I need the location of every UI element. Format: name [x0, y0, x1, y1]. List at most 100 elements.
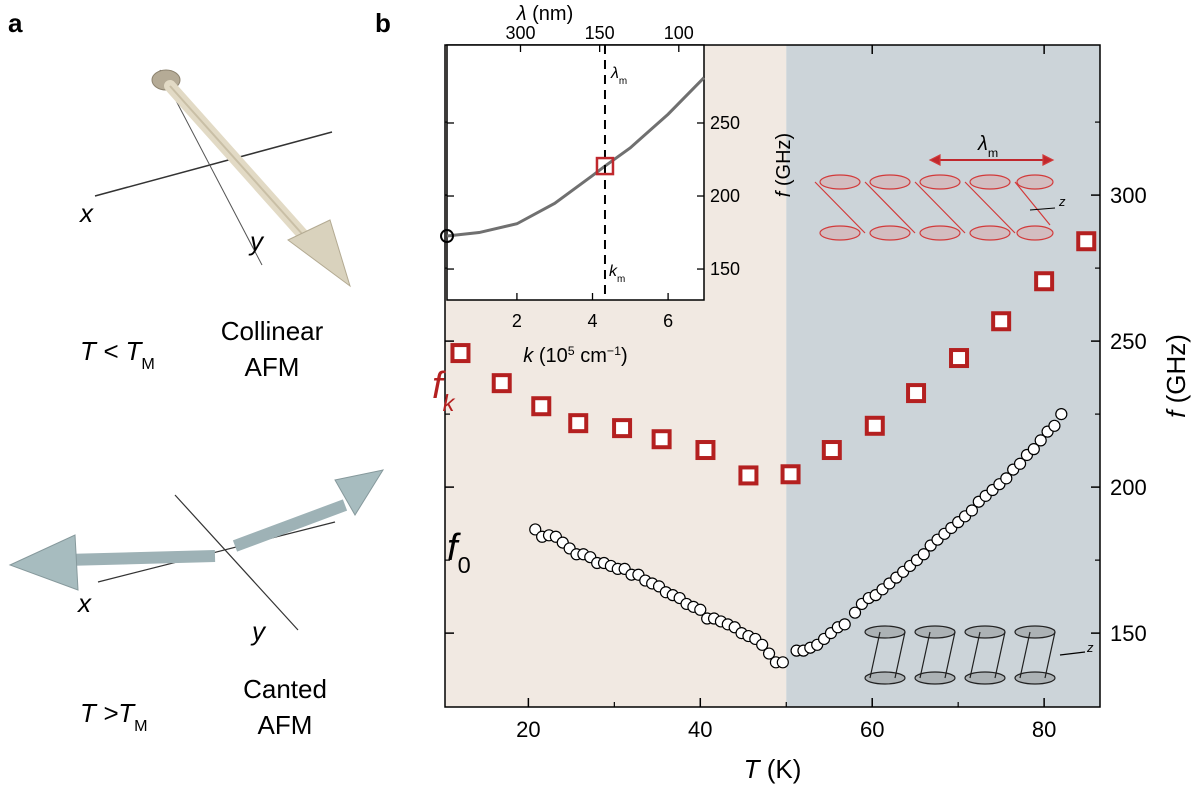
axis-annotation: z [1086, 640, 1094, 655]
state: AFM [245, 352, 300, 382]
square-marker [906, 383, 927, 404]
circle-marker [762, 647, 776, 660]
arrow-shaft [64, 550, 216, 566]
cone-bottom [864, 671, 906, 685]
cone-top [969, 174, 1011, 190]
cone-bottom [819, 225, 861, 241]
annotation: λm [977, 133, 998, 160]
y-tick-label: 150 [710, 259, 740, 279]
panel-label: a [8, 8, 23, 38]
condition: T < TM [80, 336, 155, 373]
square-marker [738, 465, 759, 486]
arrow-shaft-edge [169, 85, 313, 246]
arrow-shaft [232, 499, 348, 552]
y-tick-label: 300 [1110, 183, 1147, 208]
square-marker [864, 415, 885, 436]
cone-bottom [1014, 671, 1056, 685]
axis-line [94, 131, 333, 197]
cone-top [869, 174, 911, 190]
text-part: (GHz) [1161, 334, 1191, 411]
text-part: Canted [243, 674, 327, 704]
square-marker [1076, 231, 1097, 252]
text-part: f [432, 365, 446, 407]
x-tick-label: 80 [1032, 717, 1056, 742]
x-tick-label: 4 [587, 311, 597, 331]
text-part: y [250, 616, 267, 646]
cone-top [1014, 625, 1056, 639]
text-part: x [78, 198, 94, 228]
circle-marker [965, 504, 979, 517]
text-part: M [134, 717, 147, 735]
y-axis-label: f (GHz) [773, 133, 795, 197]
text-part: cm [575, 345, 607, 367]
square-marker [991, 311, 1012, 332]
circle-marker [1034, 434, 1047, 447]
x-axis-label: T (K) [744, 754, 802, 784]
square-marker [612, 418, 633, 439]
circle-marker [529, 523, 542, 536]
circle-marker [838, 618, 851, 631]
square-marker [450, 343, 471, 364]
text-part: b [375, 8, 391, 38]
axes-frame [444, 44, 1101, 708]
circle-marker [1027, 443, 1040, 456]
canted-illustration [8, 469, 385, 631]
text-part: T < T [80, 336, 144, 366]
cone-top [964, 625, 1006, 639]
text-part: z [1058, 194, 1066, 209]
spiral-illustration [814, 154, 1056, 241]
panel-label: b [375, 8, 391, 38]
region [786, 45, 1100, 707]
cone-top [919, 174, 961, 190]
text-part: AFM [258, 710, 313, 740]
top-tick-label: 100 [664, 23, 694, 43]
y-tick-label: 150 [1110, 621, 1147, 646]
circle-marker [1013, 457, 1027, 470]
x-tick-label: 40 [688, 717, 712, 742]
y-tick-label: 200 [710, 186, 740, 206]
axis-line [97, 521, 336, 583]
state: AFM [258, 710, 313, 740]
marker-label: km [609, 263, 625, 285]
x-axis-label: k (105 cm−1) [523, 344, 627, 367]
cone-bottom [869, 225, 911, 241]
text-part: m [988, 146, 998, 160]
text-part: y [248, 226, 265, 256]
x-tick-label: 2 [512, 311, 522, 331]
circle-marker [440, 229, 454, 244]
y-axis-label: f (GHz) [1161, 334, 1191, 418]
arrow-head [334, 469, 385, 516]
axis-label: y [248, 226, 265, 256]
square-marker [568, 413, 589, 434]
cone-bottom [969, 225, 1011, 241]
collinear-illustration [94, 69, 351, 288]
text-part: k [523, 345, 534, 367]
x-tick-label: 6 [663, 311, 673, 331]
x-tick-label: 60 [860, 717, 884, 742]
dispersion-line [446, 76, 706, 238]
cone-bottom [914, 671, 956, 685]
text-part: m [619, 76, 627, 87]
axis-annotation: z [1058, 194, 1066, 209]
cone-bottom [964, 671, 1006, 685]
text-part: T [744, 754, 762, 784]
text-part: (10 [533, 345, 567, 367]
square-marker [595, 156, 615, 176]
square-marker [491, 373, 512, 394]
text-part: k [443, 390, 456, 416]
y-tick-label: 200 [1110, 475, 1147, 500]
text-part: f [773, 189, 795, 197]
square-marker [821, 440, 842, 461]
square-marker [949, 348, 970, 369]
text-part: a [8, 8, 23, 38]
axis-label: x [76, 588, 92, 618]
text-part: 0 [458, 552, 471, 578]
cone-bottom [919, 225, 961, 241]
text-part: λ [516, 3, 527, 25]
circle-marker [1000, 472, 1013, 485]
arrow-head [8, 534, 79, 591]
z-arrow [1059, 651, 1086, 656]
text-part: x [76, 588, 92, 618]
